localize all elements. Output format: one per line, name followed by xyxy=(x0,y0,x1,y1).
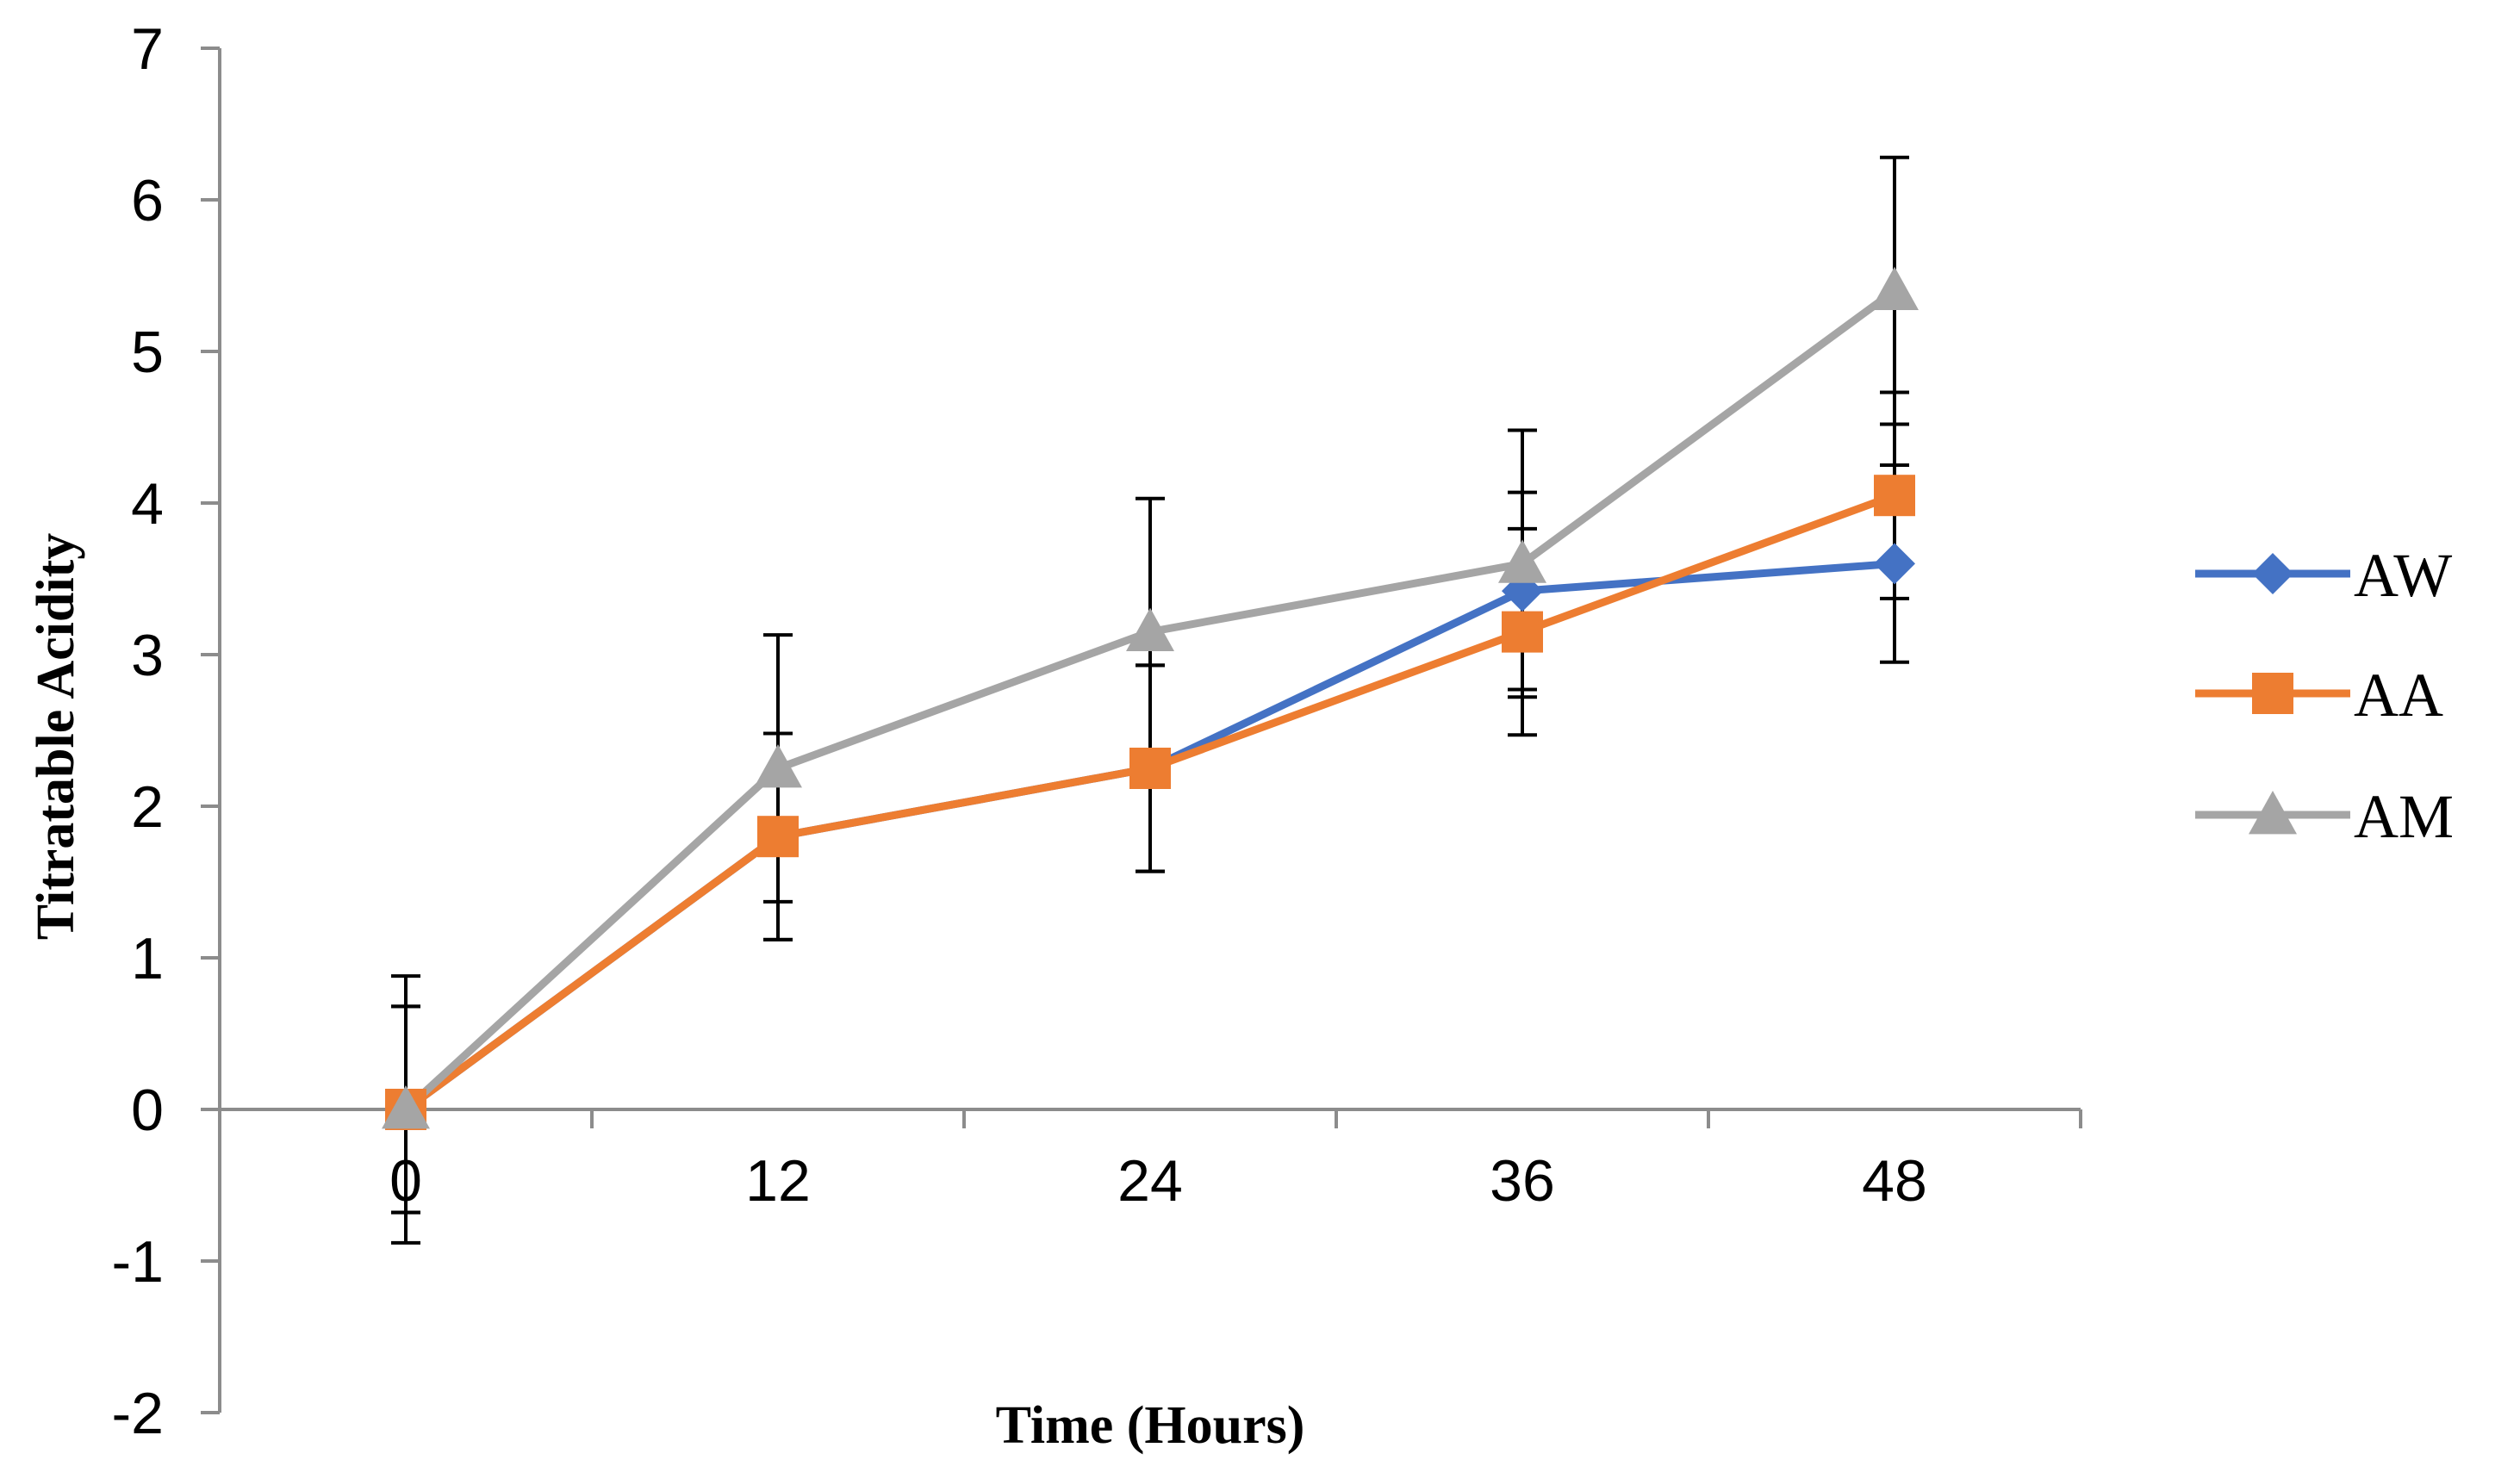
legend-label: AW xyxy=(2354,541,2452,610)
data-point-am xyxy=(754,744,802,788)
axes-layer xyxy=(201,47,2082,1414)
data-point-aa xyxy=(1129,748,1171,789)
x-tick-label: 0 xyxy=(389,1148,422,1214)
y-tick-label: 7 xyxy=(131,16,164,82)
legend-item-aw: AW xyxy=(2195,541,2452,610)
markers-layer xyxy=(382,266,1919,1130)
legend-swatch-marker xyxy=(2252,673,2293,714)
y-tick-label: 1 xyxy=(131,926,164,991)
y-tick-label: 3 xyxy=(131,623,164,688)
x-tick-label: 48 xyxy=(1862,1148,1927,1214)
error-bars-layer xyxy=(391,155,1909,1245)
x-tick-label: 36 xyxy=(1490,1148,1555,1214)
legend-item-aa: AA xyxy=(2195,661,2443,730)
x-axis-title: Time (Hours) xyxy=(996,1396,1305,1455)
y-tick-label: 5 xyxy=(131,320,164,385)
data-point-aw xyxy=(1874,543,1915,585)
data-point-aa xyxy=(757,816,799,858)
y-tick-label: 4 xyxy=(131,471,164,537)
y-tick-label: -1 xyxy=(112,1229,164,1295)
legend: AW AA AM xyxy=(2195,541,2454,851)
data-point-aa xyxy=(1874,475,1915,517)
legend-item-am: AM xyxy=(2195,782,2454,851)
y-tick-label: -2 xyxy=(112,1381,164,1446)
legend-swatch-marker xyxy=(2252,553,2293,594)
data-point-am xyxy=(1498,539,1546,583)
legend-label: AM xyxy=(2354,782,2454,851)
legend-label: AA xyxy=(2354,661,2443,730)
x-tick-label: 24 xyxy=(1117,1148,1183,1214)
data-point-am xyxy=(1126,607,1174,651)
y-tick-label: 6 xyxy=(131,168,164,233)
y-tick-label: 0 xyxy=(131,1078,164,1143)
x-tick-label: 12 xyxy=(745,1148,811,1214)
data-point-aa xyxy=(1502,611,1543,653)
y-axis-title: Titratable Acidity xyxy=(27,533,85,940)
data-point-am xyxy=(382,1085,430,1129)
legend-swatch-marker xyxy=(2249,791,2297,835)
y-tick-label: 2 xyxy=(131,774,164,840)
data-point-am xyxy=(1870,266,1919,310)
